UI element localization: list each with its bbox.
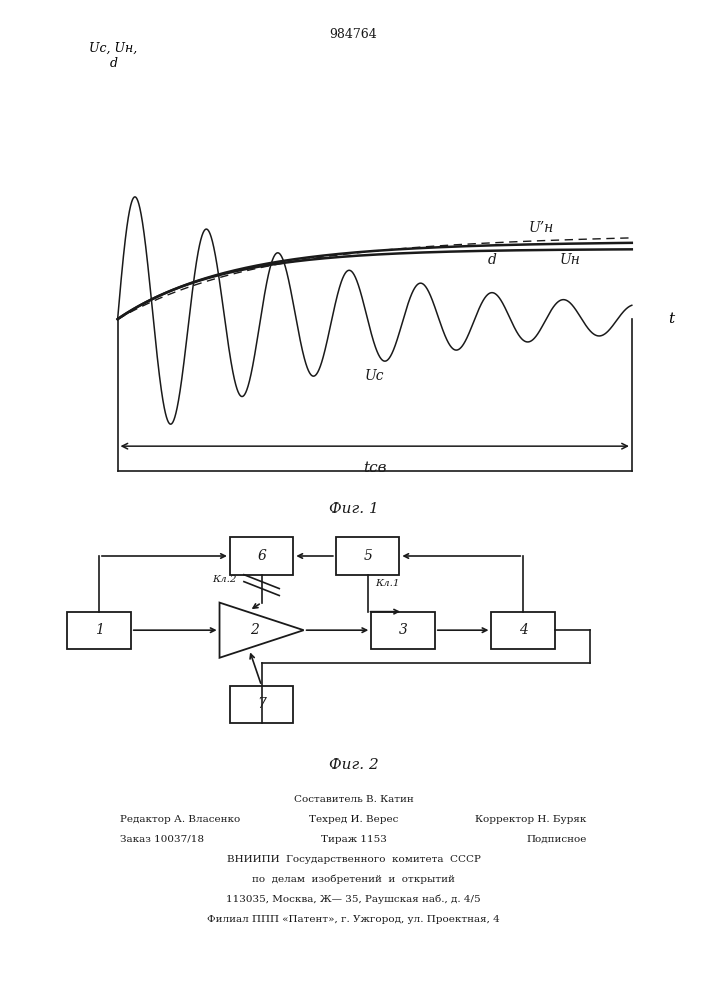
Text: Техред И. Верес: Техред И. Верес — [309, 815, 398, 824]
Bar — [336, 537, 399, 575]
Text: Заказ 10037/18: Заказ 10037/18 — [120, 835, 204, 844]
Text: 6: 6 — [257, 549, 266, 563]
Text: Фиг. 2: Фиг. 2 — [329, 758, 378, 772]
Bar — [230, 686, 293, 723]
Bar — [491, 612, 555, 649]
Text: ВНИИПИ  Государственного  комитета  СССР: ВНИИПИ Государственного комитета СССР — [226, 855, 481, 864]
Text: 113035, Москва, Ж— 35, Раушская наб., д. 4/5: 113035, Москва, Ж— 35, Раушская наб., д.… — [226, 895, 481, 904]
Text: Кл.2: Кл.2 — [212, 575, 237, 584]
Text: 984764: 984764 — [329, 28, 378, 41]
Bar — [230, 537, 293, 575]
Text: 5: 5 — [363, 549, 372, 563]
Text: 3: 3 — [399, 623, 407, 637]
Text: t: t — [668, 312, 674, 326]
Text: Составитель В. Катин: Составитель В. Катин — [293, 795, 414, 804]
Text: Кл.1: Кл.1 — [375, 579, 399, 588]
Text: 2: 2 — [250, 623, 259, 637]
Text: tсв: tсв — [363, 461, 387, 475]
Text: Uс, Uн,
d: Uс, Uн, d — [89, 42, 138, 70]
Text: Корректор Н. Буряк: Корректор Н. Буряк — [475, 815, 587, 824]
Text: Подписное: Подписное — [527, 835, 587, 844]
Text: 7: 7 — [257, 697, 266, 711]
Text: Тираж 1153: Тираж 1153 — [320, 835, 387, 844]
Bar — [371, 612, 435, 649]
Text: 4: 4 — [519, 623, 527, 637]
Text: по  делам  изобретений  и  открытий: по делам изобретений и открытий — [252, 875, 455, 885]
Text: U’н: U’н — [529, 221, 554, 235]
Text: Филиал ППП «Патент», г. Ужгород, ул. Проектная, 4: Филиал ППП «Патент», г. Ужгород, ул. Про… — [207, 915, 500, 924]
Text: 1: 1 — [95, 623, 103, 637]
Text: Uн: Uн — [560, 253, 580, 267]
Bar — [67, 612, 131, 649]
Text: Фиг. 1: Фиг. 1 — [329, 502, 378, 516]
Text: d: d — [488, 253, 497, 267]
Text: Uс: Uс — [364, 369, 384, 383]
Text: Редактор А. Власенко: Редактор А. Власенко — [120, 815, 240, 824]
